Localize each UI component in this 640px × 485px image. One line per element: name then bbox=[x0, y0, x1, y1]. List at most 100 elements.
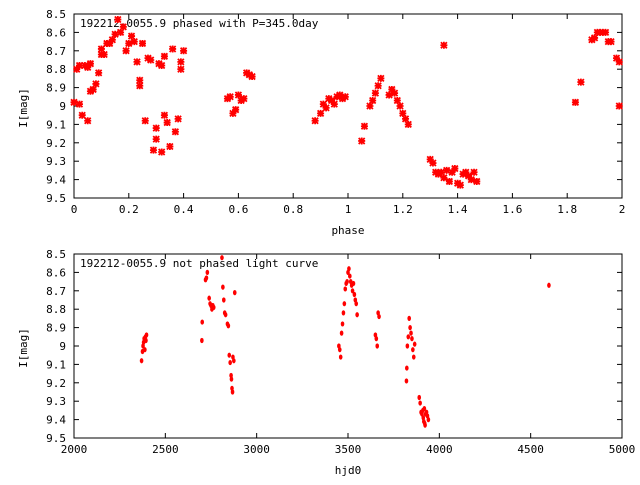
phased-x-tick-label: 0.8 bbox=[283, 203, 303, 216]
unphased-y-tick-label: 9 bbox=[59, 340, 66, 353]
phased-x-tick-label: 0 bbox=[71, 203, 78, 216]
phased-data-point bbox=[393, 96, 401, 105]
unphased-y-tick-label: 8.6 bbox=[46, 266, 66, 279]
unphased-data-point bbox=[405, 343, 410, 349]
phased-data-point bbox=[369, 96, 377, 105]
phased-x-tick-label: 2 bbox=[619, 203, 626, 216]
unphased-data-point bbox=[355, 312, 359, 318]
unphased-y-ticks: 8.5 8.6 8.7 8.8 8.9 9 9.1 9.2 9.3 9.4 9.5 bbox=[46, 248, 622, 445]
phased-data-point bbox=[166, 142, 174, 151]
unphased-y-tick-label: 9.5 bbox=[46, 432, 66, 445]
phased-y-tick-label: 8.7 bbox=[46, 45, 66, 58]
unphased-data-point bbox=[547, 282, 551, 288]
unphased-data-point bbox=[422, 405, 427, 412]
phased-data-point bbox=[149, 146, 158, 154]
phased-data-point bbox=[73, 65, 81, 73]
unphased-y-tick-label: 8.9 bbox=[46, 322, 66, 335]
phased-data-point bbox=[95, 69, 103, 77]
unphased-y-tick-label: 8.8 bbox=[46, 303, 66, 316]
unphased-data-point bbox=[418, 400, 422, 406]
unphased-data-point bbox=[229, 376, 234, 382]
phased-data-point bbox=[160, 111, 169, 119]
phased-data-point bbox=[75, 100, 84, 108]
unphased-data-point bbox=[417, 394, 422, 401]
unphased-data-point bbox=[341, 310, 346, 316]
unphased-data-point bbox=[352, 291, 357, 298]
phased-data-point bbox=[232, 106, 240, 114]
phased-data-point bbox=[322, 104, 330, 112]
unphased-data-points bbox=[139, 255, 551, 428]
unphased-data-point bbox=[423, 422, 427, 428]
phased-data-point bbox=[462, 168, 470, 176]
phased-x-tick-label: 0.2 bbox=[119, 203, 139, 216]
phased-data-point bbox=[86, 60, 95, 68]
phased-data-point bbox=[440, 174, 448, 182]
phased-data-point bbox=[125, 39, 133, 48]
unphased-data-point bbox=[232, 290, 237, 296]
unphased-data-point bbox=[228, 359, 232, 366]
phased-chart-panel: 0 0.2 0.4 0.6 0.8 1 1.2 1.4 1.6 1.8 2 8.5 8.6 8.7 8.8… bbox=[17, 8, 625, 237]
phased-data-point bbox=[445, 177, 454, 186]
unphased-data-point bbox=[404, 378, 409, 384]
phased-data-point bbox=[97, 45, 106, 53]
phased-data-point bbox=[612, 54, 621, 62]
unphased-x-tick-label: 3000 bbox=[243, 443, 270, 456]
phased-x-ticks: 0 0.2 0.4 0.6 0.8 1 1.2 1.4 1.6 1.8 2 bbox=[71, 14, 626, 216]
phased-data-point bbox=[152, 124, 160, 132]
unphased-data-point bbox=[339, 330, 344, 336]
phased-data-point bbox=[327, 96, 336, 105]
unphased-data-point bbox=[408, 325, 412, 331]
unphased-data-point bbox=[338, 354, 343, 360]
phased-chart-title: 192212-0055.9 phased with P=345.0day bbox=[80, 17, 319, 30]
phased-data-point bbox=[404, 120, 412, 129]
phased-y-tick-label: 8.9 bbox=[46, 82, 66, 95]
phased-data-point bbox=[174, 115, 182, 123]
phased-data-point bbox=[119, 23, 127, 31]
phased-data-point bbox=[122, 47, 130, 55]
unphased-data-point bbox=[377, 313, 381, 320]
unphased-chart-title: 192212-0055.9 not phased light curve bbox=[80, 257, 318, 270]
phased-data-point bbox=[358, 137, 366, 145]
phased-data-point bbox=[130, 37, 138, 46]
unphased-y-tick-label: 8.7 bbox=[46, 285, 66, 298]
phased-data-point bbox=[377, 74, 385, 83]
unphased-data-point bbox=[345, 279, 349, 285]
phased-data-point bbox=[158, 148, 166, 156]
phased-data-point bbox=[84, 117, 92, 125]
unphased-data-point bbox=[411, 347, 415, 353]
unphased-chart-panel: 2000 2500 3000 3500 4000 4500 5000 8.58.68.78.… bbox=[17, 248, 635, 477]
unphased-data-point bbox=[337, 347, 342, 353]
phased-y-ticks: 8.5 8.6 8.7 8.8 8.9 9 9.1 9.2 9.3 9.4 9.5 bbox=[46, 8, 622, 205]
unphased-data-point bbox=[221, 297, 226, 303]
unphased-y-tick-label: 9.4 bbox=[46, 414, 66, 427]
phased-data-point bbox=[590, 34, 599, 42]
phased-data-point bbox=[440, 41, 448, 49]
phased-data-point bbox=[615, 58, 623, 66]
phased-data-point bbox=[607, 37, 615, 46]
unphased-data-point bbox=[354, 301, 359, 307]
unphased-data-point bbox=[144, 337, 148, 344]
unphased-x-tick-label: 4000 bbox=[426, 443, 453, 456]
phased-data-point bbox=[615, 102, 623, 110]
phased-data-point bbox=[248, 72, 256, 81]
phased-data-point bbox=[448, 168, 456, 176]
unphased-data-point bbox=[375, 343, 380, 349]
phased-data-point bbox=[169, 45, 177, 53]
phased-data-point bbox=[158, 61, 166, 70]
phased-data-point bbox=[371, 89, 380, 97]
unphased-y-tick-label: 9.3 bbox=[46, 395, 66, 408]
phased-data-point bbox=[330, 100, 338, 108]
unphased-data-point bbox=[227, 352, 232, 358]
phased-y-tick-label: 8.8 bbox=[46, 63, 66, 76]
phased-data-point bbox=[108, 36, 116, 44]
phased-data-point bbox=[234, 91, 243, 99]
phased-data-point bbox=[152, 135, 160, 143]
phased-data-point bbox=[577, 78, 585, 86]
phased-data-point bbox=[138, 39, 147, 48]
phased-x-tick-label: 0.6 bbox=[228, 203, 248, 216]
phased-data-point bbox=[311, 117, 319, 125]
phased-y-axis-label: I[mag] bbox=[17, 88, 30, 128]
unphased-data-point bbox=[220, 255, 224, 261]
